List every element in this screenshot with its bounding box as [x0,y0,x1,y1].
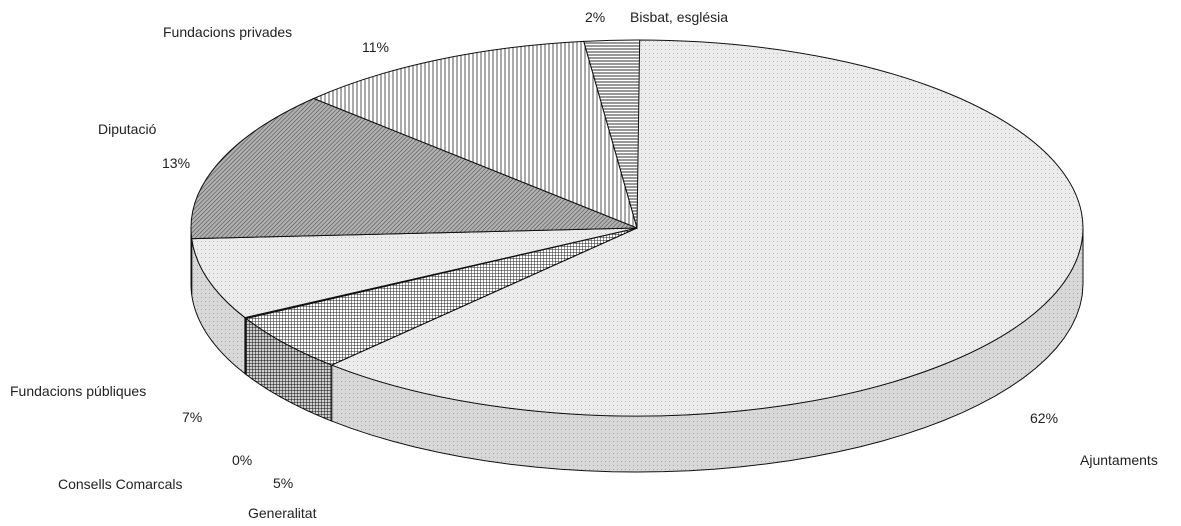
pie-slice [191,227,638,319]
slice-value-label: 62% [1030,410,1058,426]
slice-value-label: 2% [585,9,605,25]
slice-labels: Ajuntaments 62% Generalitat 5% Consells … [10,9,1158,521]
slice-value-label: 0% [232,452,252,468]
pie-slice [190,97,638,240]
slice-value-label: 5% [273,475,293,491]
pie-sides [190,227,1084,473]
slice-value-label: 7% [182,409,202,425]
slice-name-label: Bisbat, església [630,9,728,25]
pie-slice [312,40,638,229]
slice-name-label: Diputació [98,121,157,137]
slice-name-label: Fundacions públiques [10,383,146,399]
pie-tops [190,39,1084,417]
slice-name-label: Fundacions privades [163,24,292,40]
pie-slice [330,39,1084,417]
slice-value-label: 11% [362,39,389,55]
slice-name-label: Consells Comarcals [58,476,182,492]
pie-slice [583,39,641,229]
slice-name-label: Generalitat [248,505,317,521]
slice-name-label: Ajuntaments [1080,452,1158,468]
slice-value-label: 13% [162,155,190,171]
